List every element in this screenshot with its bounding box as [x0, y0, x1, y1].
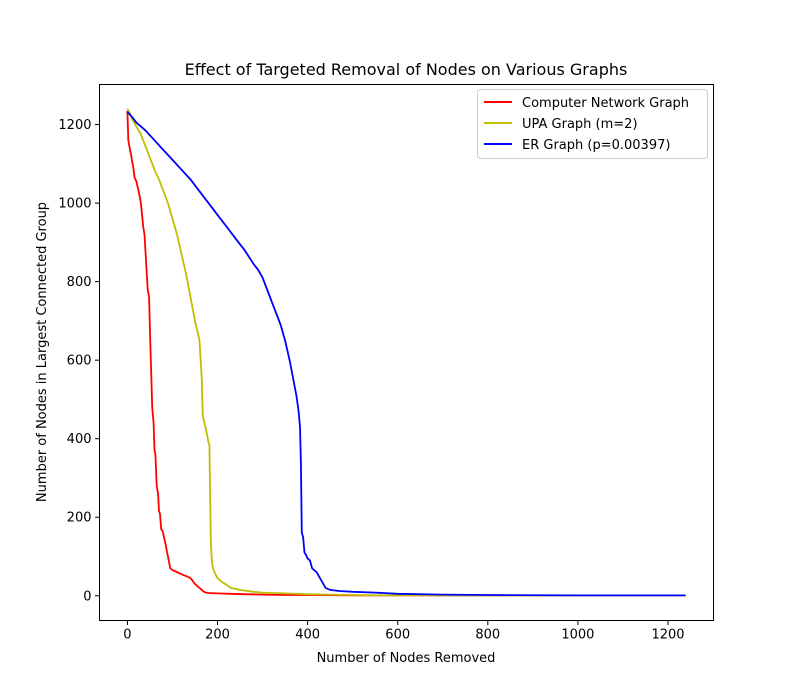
series-line-0: [126, 110, 686, 597]
x-tick-label: 600: [385, 628, 410, 643]
x-tick-label: 1200: [651, 628, 684, 643]
chart-title: Effect of Targeted Removal of Nodes on V…: [185, 60, 628, 79]
series-line-2: [126, 111, 686, 597]
plot-frame: [99, 84, 714, 621]
y-tick-label: 400: [67, 432, 92, 447]
y-tick-label: 600: [67, 354, 92, 369]
x-tick-label: 200: [205, 628, 230, 643]
x-tick-label: 400: [295, 628, 320, 643]
y-tick-label: 800: [67, 275, 92, 290]
y-tick-label: 0: [83, 589, 91, 604]
y-ticks: 0 200 400 600 800 1000 1200: [58, 118, 100, 604]
legend-label-er: ER Graph (p=0.00397): [522, 138, 670, 153]
legend-label-computer-network: Computer Network Graph: [522, 96, 689, 111]
legend-box: [477, 89, 708, 159]
series-layer: [126, 108, 686, 597]
x-tick-label: 1000: [561, 628, 594, 643]
series-line-1: [126, 108, 686, 597]
y-tick-label: 200: [67, 511, 92, 526]
legend-label-upa: UPA Graph (m=2): [522, 117, 638, 132]
x-tick-label: 800: [475, 628, 500, 643]
x-ticks: 0 200 400 600 800 1000 1200: [123, 620, 685, 643]
y-tick-label: 1000: [58, 197, 91, 212]
y-tick-label: 1200: [58, 118, 91, 133]
x-axis-label: Number of Nodes Removed: [317, 651, 496, 666]
y-axis-label: Number of Nodes in Largest Connected Gro…: [35, 202, 50, 502]
legend: Computer Network Graph UPA Graph (m=2) E…: [477, 89, 708, 159]
x-tick-label: 0: [123, 628, 131, 643]
